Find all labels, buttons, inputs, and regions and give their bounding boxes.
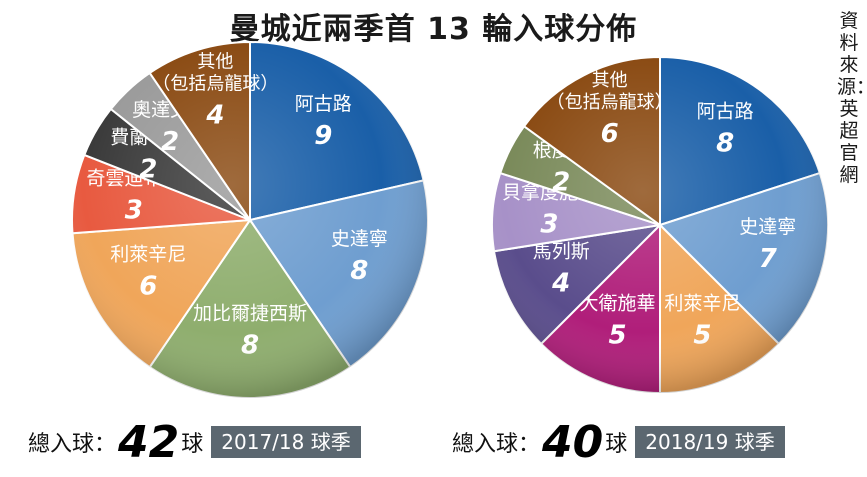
total-label: 總入球：: [452, 432, 541, 457]
slice-value: 6: [601, 119, 619, 149]
slice-label: 大衛施華: [580, 292, 656, 314]
slice-value: 2: [552, 168, 570, 198]
slice-value: 4: [205, 101, 224, 131]
slice-value: 8: [350, 256, 368, 286]
slice-value: 8: [241, 330, 259, 360]
slice-value: 3: [125, 195, 143, 225]
total-number: 42: [118, 416, 180, 468]
total-goals-2017-18: 總入球： 42 球 2017/18 球季: [28, 416, 361, 468]
source-note: 資料來源：英超官網: [837, 10, 867, 186]
slice-label: 阿古路: [295, 93, 352, 115]
total-label: 總入球：: [28, 432, 117, 457]
slice-label: 史達寧: [739, 216, 796, 238]
pie-2017-18: 阿古路9史達寧8加比爾捷西斯8利萊辛尼6奇雲迪布尼3費蘭甸奴2奧達文迪2其他（包…: [71, 40, 429, 399]
slice-value: 7: [759, 244, 778, 274]
slice-value: 9: [314, 121, 332, 151]
slice-label: 加比爾捷西斯: [193, 302, 307, 324]
slice-label: 利萊辛尼: [664, 292, 740, 314]
chart-title: 曼城近兩季首 13 輪入球分佈: [229, 12, 638, 47]
slice-value: 5: [693, 320, 711, 350]
slice-value: 5: [609, 320, 627, 350]
slice-label: 史達寧: [331, 228, 388, 250]
slice-label: 阿古路: [697, 100, 754, 122]
slice-value: 3: [540, 209, 558, 239]
slice-label: 利萊辛尼: [110, 244, 186, 266]
total-unit: 球: [181, 432, 204, 457]
total-number: 40: [542, 416, 604, 468]
slice-value: 4: [551, 268, 570, 298]
total-unit: 球: [605, 432, 628, 457]
slice-value: 2: [161, 127, 179, 157]
season-badge: 2018/19 球季: [635, 426, 785, 458]
slice-value: 8: [716, 128, 734, 158]
pie-2018-19: 阿古路8史達寧7利萊辛尼5大衛施華5馬列斯4貝拿度施華3根度簡2其他（包括烏龍球…: [491, 55, 829, 395]
total-goals-2018-19: 總入球： 40 球 2018/19 球季: [452, 416, 785, 468]
slice-value: 6: [139, 272, 157, 302]
slice-value: 2: [139, 154, 157, 184]
season-badge: 2017/18 球季: [211, 426, 361, 458]
